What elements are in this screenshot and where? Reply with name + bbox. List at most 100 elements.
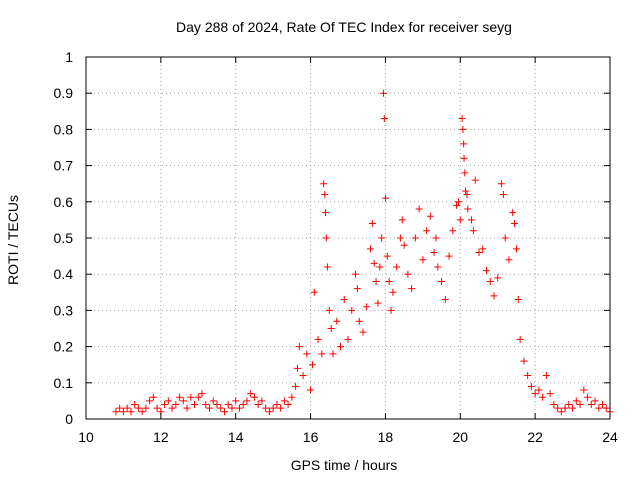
data-point	[580, 386, 588, 394]
data-point	[310, 288, 318, 296]
data-point	[269, 404, 277, 412]
data-points	[112, 89, 614, 416]
data-point	[482, 267, 490, 275]
data-point	[461, 169, 469, 177]
data-point	[235, 404, 243, 412]
data-point	[415, 205, 423, 213]
data-point	[112, 408, 120, 416]
x-axis-label: GPS time / hours	[291, 457, 398, 473]
data-point	[460, 140, 468, 148]
data-point	[243, 397, 251, 405]
data-point	[591, 397, 599, 405]
data-point	[265, 408, 273, 416]
data-point	[497, 180, 505, 188]
grid-lines	[86, 57, 610, 419]
data-point	[325, 306, 333, 314]
data-point	[202, 401, 210, 409]
data-point	[449, 227, 457, 235]
y-tick-label: 0.5	[54, 230, 74, 246]
data-point	[209, 397, 217, 405]
data-point	[314, 335, 322, 343]
data-point	[363, 303, 371, 311]
data-point	[511, 220, 519, 228]
data-point	[490, 292, 498, 300]
data-point	[385, 277, 393, 285]
y-tick-label: 0.1	[54, 375, 74, 391]
data-point	[164, 397, 172, 405]
data-point	[445, 252, 453, 260]
data-point	[383, 252, 391, 260]
data-point	[250, 393, 258, 401]
data-point	[411, 234, 419, 242]
data-point	[329, 350, 337, 358]
data-point	[587, 401, 595, 409]
x-tick-label: 24	[602, 429, 618, 445]
data-point	[512, 245, 520, 253]
data-point	[232, 397, 240, 405]
data-point	[138, 408, 146, 416]
data-point	[348, 306, 356, 314]
data-point	[149, 393, 157, 401]
chart-title: Day 288 of 2024, Rate Of TEC Index for r…	[176, 19, 512, 35]
data-point	[453, 201, 461, 209]
data-point	[393, 263, 401, 271]
data-point	[499, 191, 507, 199]
data-point	[430, 248, 438, 256]
y-tick-label: 1	[65, 49, 73, 65]
data-point	[569, 404, 577, 412]
data-point	[565, 401, 573, 409]
x-tick-label: 20	[452, 429, 468, 445]
y-tick-label: 0.3	[54, 302, 74, 318]
data-point	[228, 404, 236, 412]
data-point	[299, 372, 307, 380]
data-point	[419, 256, 427, 264]
data-point	[194, 393, 202, 401]
data-point	[340, 296, 348, 304]
data-point	[456, 216, 464, 224]
data-point	[531, 390, 539, 398]
data-point	[432, 234, 440, 242]
data-point	[303, 350, 311, 358]
data-point	[469, 227, 477, 235]
data-point	[509, 209, 517, 217]
data-point	[142, 404, 150, 412]
data-point	[262, 404, 270, 412]
data-point	[295, 343, 303, 351]
data-point	[595, 404, 603, 412]
data-point	[277, 404, 285, 412]
data-point	[550, 401, 558, 409]
data-point	[542, 372, 550, 380]
data-point	[322, 209, 330, 217]
data-point	[217, 404, 225, 412]
data-point	[372, 277, 380, 285]
data-point	[292, 382, 300, 390]
data-point	[434, 263, 442, 271]
data-point	[213, 401, 221, 409]
data-point	[119, 408, 127, 416]
data-point	[333, 317, 341, 325]
data-point	[572, 397, 580, 405]
data-point	[602, 404, 610, 412]
data-point	[374, 299, 382, 307]
data-point	[153, 404, 161, 412]
data-point	[161, 401, 169, 409]
data-point	[539, 393, 547, 401]
data-point	[359, 328, 367, 336]
data-point	[191, 401, 199, 409]
data-point	[460, 154, 468, 162]
axis-ticks	[85, 56, 611, 420]
data-point	[557, 408, 565, 416]
data-point	[134, 404, 142, 412]
data-point	[535, 386, 543, 394]
data-point	[389, 288, 397, 296]
data-point	[554, 404, 562, 412]
data-point	[206, 404, 214, 412]
data-point	[438, 277, 446, 285]
y-tick-label: 0.9	[54, 85, 74, 101]
plot-frame	[85, 56, 611, 420]
data-point	[307, 386, 315, 394]
data-point	[479, 245, 487, 253]
data-point	[524, 372, 532, 380]
data-point	[146, 397, 154, 405]
